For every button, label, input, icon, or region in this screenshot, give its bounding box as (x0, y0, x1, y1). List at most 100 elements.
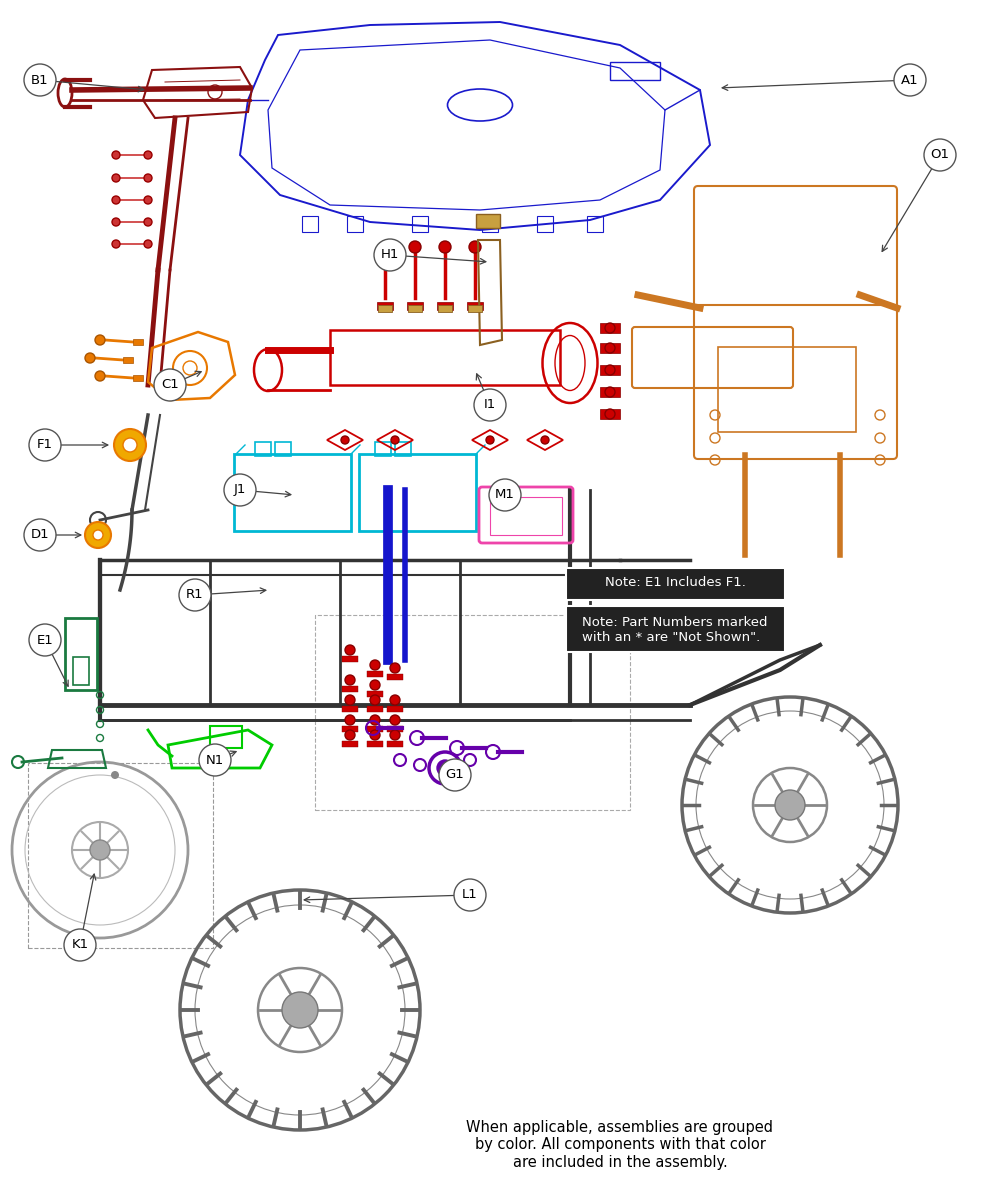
Bar (342, 686, 358, 692)
Bar (367, 671, 383, 677)
Circle shape (179, 578, 211, 611)
Circle shape (390, 730, 400, 740)
Text: D1: D1 (31, 528, 49, 541)
Text: L1: L1 (462, 888, 478, 901)
Circle shape (24, 518, 56, 551)
Bar (73, 658, 89, 685)
Bar (330, 330, 560, 385)
Circle shape (112, 151, 120, 158)
Text: E1: E1 (37, 634, 53, 647)
Text: M1: M1 (495, 488, 515, 502)
Circle shape (282, 992, 318, 1028)
Circle shape (112, 218, 120, 226)
Bar (342, 726, 358, 732)
Bar (378, 305, 392, 312)
Circle shape (370, 695, 380, 704)
Text: A1: A1 (901, 73, 919, 86)
Bar (600, 323, 620, 332)
Circle shape (894, 64, 926, 96)
Circle shape (95, 371, 105, 382)
Circle shape (64, 929, 96, 961)
Bar (133, 374, 143, 382)
Circle shape (144, 151, 152, 158)
Circle shape (224, 474, 256, 506)
Circle shape (85, 522, 111, 548)
Bar (367, 706, 383, 712)
Text: O1: O1 (930, 149, 950, 162)
FancyBboxPatch shape (566, 568, 785, 600)
Bar (255, 442, 271, 456)
Circle shape (437, 760, 453, 776)
Bar (133, 338, 143, 346)
Bar (387, 706, 403, 712)
Bar (347, 216, 363, 232)
Bar (387, 740, 403, 746)
Bar (387, 674, 403, 680)
Circle shape (439, 241, 451, 253)
Bar (610, 62, 660, 80)
Circle shape (123, 438, 137, 452)
Circle shape (370, 660, 380, 670)
Text: N1: N1 (206, 754, 224, 767)
Bar (600, 409, 620, 419)
Circle shape (541, 436, 549, 444)
Bar (302, 216, 318, 232)
Circle shape (474, 389, 506, 421)
Circle shape (199, 744, 231, 776)
Bar (342, 706, 358, 712)
Circle shape (390, 662, 400, 673)
Bar (482, 216, 498, 232)
Circle shape (29, 428, 61, 461)
Bar (490, 497, 562, 535)
Circle shape (112, 240, 120, 248)
Bar (437, 302, 453, 310)
Bar (367, 740, 383, 746)
Bar (387, 726, 403, 732)
Bar (375, 442, 391, 456)
Circle shape (144, 240, 152, 248)
Circle shape (374, 239, 406, 271)
Bar (467, 302, 483, 310)
Text: J1: J1 (234, 484, 246, 497)
Circle shape (370, 680, 380, 690)
Circle shape (486, 436, 494, 444)
Bar (275, 442, 291, 456)
Circle shape (379, 241, 391, 253)
Text: G1: G1 (446, 768, 464, 781)
Circle shape (24, 64, 56, 96)
Text: Note: Part Numbers marked
with an * are "Not Shown".: Note: Part Numbers marked with an * are … (582, 616, 768, 644)
Circle shape (370, 715, 380, 725)
Text: F1: F1 (37, 438, 53, 451)
Circle shape (144, 174, 152, 182)
Bar (600, 343, 620, 353)
Circle shape (469, 241, 481, 253)
Circle shape (112, 174, 120, 182)
Circle shape (341, 436, 349, 444)
Circle shape (345, 730, 355, 740)
Circle shape (390, 715, 400, 725)
Circle shape (95, 335, 105, 346)
Circle shape (144, 218, 152, 226)
Bar (476, 214, 500, 228)
Text: C1: C1 (161, 378, 179, 391)
Circle shape (345, 715, 355, 725)
Circle shape (409, 241, 421, 253)
Circle shape (924, 139, 956, 170)
Bar (600, 386, 620, 397)
Circle shape (29, 624, 61, 656)
Bar (587, 216, 603, 232)
Circle shape (605, 386, 615, 397)
Text: I1: I1 (484, 398, 496, 412)
Bar (28, 763, 213, 948)
Bar (408, 305, 422, 312)
Circle shape (85, 353, 95, 362)
Bar (367, 691, 383, 697)
Bar (537, 216, 553, 232)
Circle shape (114, 428, 146, 461)
Circle shape (390, 695, 400, 704)
Circle shape (391, 436, 399, 444)
Circle shape (345, 646, 355, 655)
Circle shape (90, 840, 110, 860)
Circle shape (112, 196, 120, 204)
Circle shape (345, 674, 355, 685)
